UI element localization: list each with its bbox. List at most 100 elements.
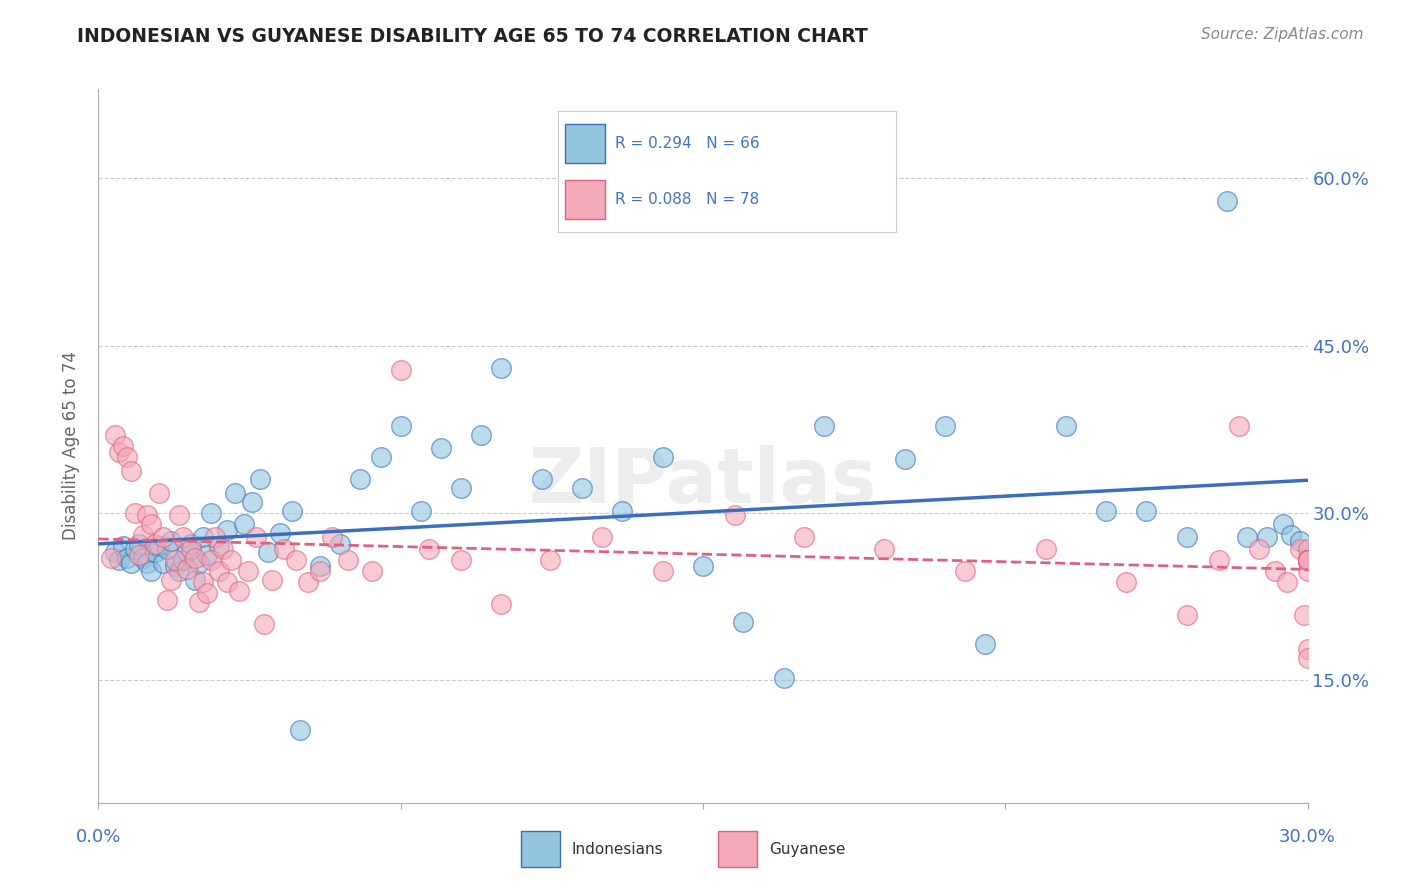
Guyanese xyxy=(200,552,222,567)
Indonesians xyxy=(430,441,453,455)
Guyanese xyxy=(139,517,162,532)
Y-axis label: Disability Age 65 to 74: Disability Age 65 to 74 xyxy=(62,351,80,541)
Guyanese xyxy=(236,564,259,578)
Indonesians xyxy=(349,472,371,486)
Indonesians xyxy=(176,545,198,559)
Indonesians xyxy=(167,564,190,578)
Indonesians xyxy=(139,564,162,578)
Guyanese xyxy=(1208,552,1230,567)
Guyanese xyxy=(124,506,146,520)
Indonesians xyxy=(163,559,186,574)
Guyanese xyxy=(538,552,561,567)
Indonesians xyxy=(288,723,311,738)
Indonesians xyxy=(491,360,513,375)
Guyanese xyxy=(107,444,129,458)
Indonesians xyxy=(115,550,138,565)
Guyanese xyxy=(193,574,215,589)
Guyanese xyxy=(1288,541,1310,556)
Guyanese xyxy=(1296,552,1319,567)
Indonesians xyxy=(1256,530,1278,544)
Text: 30.0%: 30.0% xyxy=(1279,828,1336,846)
Indonesians xyxy=(389,418,412,433)
Indonesians xyxy=(256,545,278,559)
Guyanese xyxy=(1296,552,1319,567)
Guyanese xyxy=(152,530,174,544)
Indonesians xyxy=(329,537,352,551)
Guyanese xyxy=(1175,608,1198,623)
Indonesians xyxy=(281,503,304,517)
Guyanese xyxy=(491,598,513,612)
Indonesians xyxy=(172,552,194,567)
Guyanese xyxy=(160,573,183,587)
Guyanese xyxy=(143,537,166,551)
Indonesians xyxy=(160,533,183,548)
Indonesians xyxy=(1095,503,1118,517)
Indonesians xyxy=(195,548,218,563)
Guyanese xyxy=(195,586,218,600)
Guyanese xyxy=(1249,541,1271,556)
Indonesians xyxy=(1272,517,1295,532)
Indonesians xyxy=(249,472,271,486)
Text: INDONESIAN VS GUYANESE DISABILITY AGE 65 TO 74 CORRELATION CHART: INDONESIAN VS GUYANESE DISABILITY AGE 65… xyxy=(77,27,868,45)
Guyanese xyxy=(172,530,194,544)
Guyanese xyxy=(128,548,150,563)
Indonesians xyxy=(240,494,263,508)
Guyanese xyxy=(873,541,896,556)
Guyanese xyxy=(103,427,125,442)
Guyanese xyxy=(1296,552,1319,567)
Indonesians xyxy=(450,481,472,495)
Guyanese xyxy=(148,485,170,500)
Indonesians xyxy=(1054,418,1077,433)
Indonesians xyxy=(152,556,174,570)
Guyanese xyxy=(204,530,226,544)
Guyanese xyxy=(418,541,440,556)
Indonesians xyxy=(813,418,835,433)
Guyanese xyxy=(1115,574,1137,589)
Indonesians xyxy=(107,552,129,567)
Indonesians xyxy=(1236,530,1258,544)
Guyanese xyxy=(217,574,239,589)
Indonesians xyxy=(612,503,634,517)
Guyanese xyxy=(260,573,283,587)
Guyanese xyxy=(953,564,976,578)
Guyanese xyxy=(156,592,179,607)
Indonesians xyxy=(470,427,492,442)
Guyanese xyxy=(1296,651,1319,665)
Indonesians xyxy=(571,481,593,495)
Guyanese xyxy=(212,541,235,556)
Guyanese xyxy=(1296,541,1319,556)
Guyanese xyxy=(450,552,472,567)
Guyanese xyxy=(132,528,155,542)
Guyanese xyxy=(1277,574,1299,589)
Text: ZIPatlas: ZIPatlas xyxy=(529,445,877,518)
Guyanese xyxy=(115,450,138,464)
Indonesians xyxy=(651,450,673,464)
Indonesians xyxy=(269,526,291,541)
Indonesians xyxy=(156,541,179,556)
Guyanese xyxy=(135,508,157,523)
Indonesians xyxy=(772,671,794,685)
Indonesians xyxy=(1135,503,1157,517)
Indonesians xyxy=(184,573,207,587)
Guyanese xyxy=(321,530,343,544)
Indonesians xyxy=(193,530,215,544)
Guyanese xyxy=(1296,552,1319,567)
Guyanese xyxy=(284,552,307,567)
Indonesians xyxy=(974,637,997,651)
Guyanese xyxy=(651,564,673,578)
Guyanese xyxy=(1227,418,1250,433)
Guyanese xyxy=(208,564,231,578)
Guyanese xyxy=(337,552,360,567)
Guyanese xyxy=(724,508,747,523)
Indonesians xyxy=(200,506,222,520)
Guyanese xyxy=(1296,564,1319,578)
Guyanese xyxy=(1296,552,1319,567)
Guyanese xyxy=(111,439,134,453)
Indonesians xyxy=(232,517,254,532)
Indonesians xyxy=(1175,530,1198,544)
Indonesians xyxy=(309,559,332,574)
Indonesians xyxy=(143,545,166,559)
Indonesians xyxy=(530,472,553,486)
Guyanese xyxy=(591,530,613,544)
Guyanese xyxy=(163,552,186,567)
